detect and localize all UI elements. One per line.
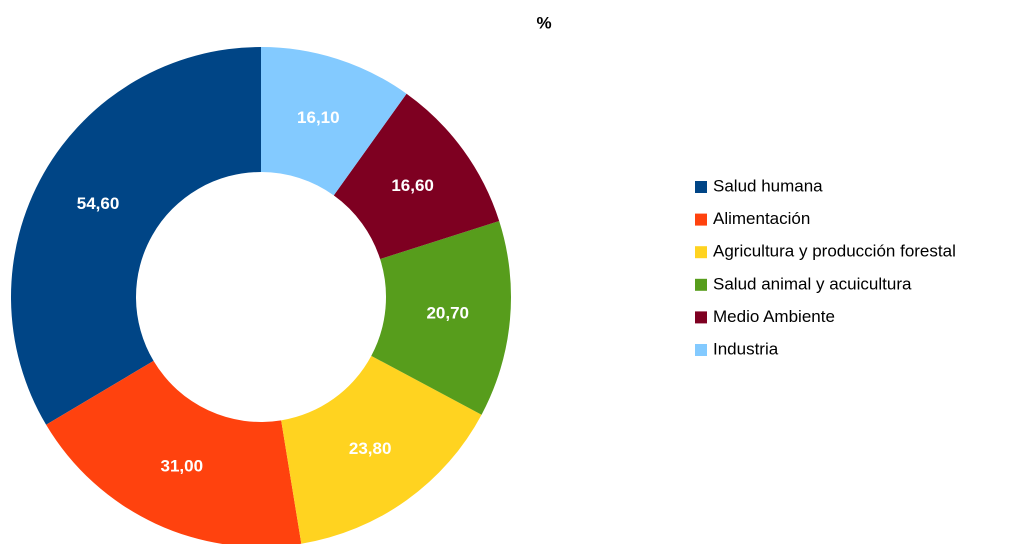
legend-label: Salud animal y acuicultura <box>713 274 912 293</box>
donut-slice <box>371 221 512 415</box>
legend-label: Agricultura y producción forestal <box>713 242 956 261</box>
legend-label: Medio Ambiente <box>713 307 835 326</box>
donut-slice <box>261 47 407 196</box>
value-label: 16,10 <box>297 108 340 127</box>
legend-label: Industria <box>713 339 779 358</box>
legend-swatch <box>695 213 707 226</box>
value-label: 31,00 <box>161 456 204 475</box>
legend-label: Salud humana <box>713 176 823 195</box>
donut-slice <box>46 360 302 544</box>
legend-label: Alimentación <box>713 209 810 228</box>
legend-swatch <box>695 278 707 291</box>
donut-slice <box>10 47 262 425</box>
value-label: 54,60 <box>77 194 120 213</box>
donut-slice <box>281 355 482 544</box>
donut-slice <box>333 93 500 260</box>
legend-swatch <box>695 181 707 193</box>
legend-swatch <box>695 344 707 356</box>
legend-swatch <box>695 246 707 259</box>
value-label: 23,80 <box>349 439 392 458</box>
value-label: 20,70 <box>426 303 469 322</box>
legend-swatch <box>695 311 707 324</box>
value-label: 16,60 <box>391 176 434 195</box>
chart-title: % <box>536 13 551 32</box>
